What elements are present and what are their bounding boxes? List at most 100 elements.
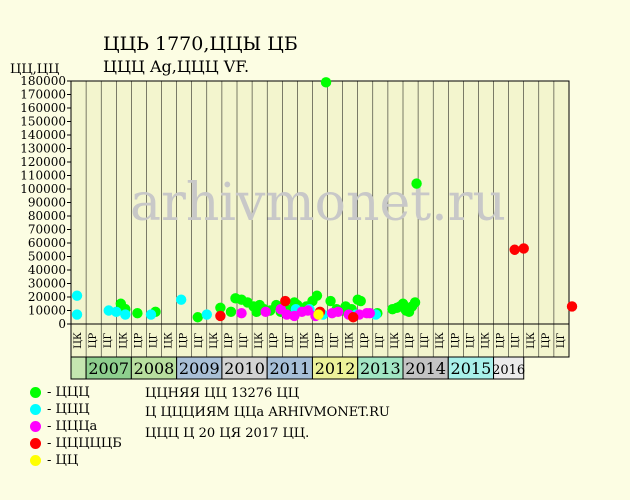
legend-item: - ЦЦЦ xyxy=(30,384,122,401)
year-label: 2016 xyxy=(492,363,525,378)
data-point xyxy=(71,309,83,320)
quarter-label: ЦГ xyxy=(103,332,114,348)
y-tick-label: 80000 xyxy=(28,209,66,223)
legend-item: - ЦЦЦ xyxy=(30,401,122,418)
y-tick-label: 120000 xyxy=(20,155,66,169)
chart-subtitle: ЦЦЦ Ag,ЦЦЦ VF. xyxy=(103,57,250,76)
data-point xyxy=(175,294,187,305)
note-total: ЦЦНЯЯ ЦЦ 13276 ЦЦ xyxy=(145,386,300,401)
data-point xyxy=(313,309,324,320)
y-axis-label: ЦЦ,ЦЦ xyxy=(10,62,60,77)
data-point xyxy=(325,295,336,307)
quarter-label: ЦГ xyxy=(420,332,431,348)
quarter-label: ЦК xyxy=(345,332,356,349)
y-tick-label: 180000 xyxy=(20,74,66,88)
y-tick-label: 160000 xyxy=(20,101,66,115)
year-label: 2015 xyxy=(451,359,492,378)
legend-dot-icon xyxy=(30,421,41,432)
data-point xyxy=(364,308,375,319)
data-point xyxy=(225,306,237,318)
watermark: arhivmonet.ru xyxy=(130,173,506,233)
year-label: 2014 xyxy=(405,359,446,378)
note-source: Ц ЦЦЦИЯМ ЦЦа ARHIVMONET.RU xyxy=(145,405,390,420)
quarter-label: ЦГ xyxy=(149,332,160,348)
legend-item: - ЦЦЦа xyxy=(30,418,122,435)
quarter-label: ЦР xyxy=(405,333,416,349)
year-cell-blank xyxy=(70,356,87,380)
legend-item: - ЦЦ xyxy=(30,452,122,469)
y-tick-label: 40000 xyxy=(28,263,66,277)
data-point xyxy=(236,308,247,319)
chart-title: ЦЦЬ 1770,ЦЦЫ ЦБ xyxy=(103,33,298,55)
y-tick-label: 170000 xyxy=(20,88,66,102)
quarter-label: ЦГ xyxy=(330,332,341,348)
data-point xyxy=(280,295,291,307)
year-label: 2012 xyxy=(315,359,356,378)
quarter-label: ЦГ xyxy=(465,332,476,348)
legend-dot-icon xyxy=(30,438,41,449)
data-point xyxy=(132,308,143,319)
quarter-label: ЦК xyxy=(435,332,446,349)
data-point xyxy=(215,310,226,322)
data-point xyxy=(566,301,578,312)
year-label: 2013 xyxy=(360,359,401,378)
legend-dot-icon xyxy=(30,455,41,466)
quarter-label: ЦК xyxy=(118,332,129,349)
y-tick-label: 70000 xyxy=(28,223,66,237)
quarter-label: ЦГ xyxy=(556,332,567,348)
y-tick-label: 20000 xyxy=(28,290,66,304)
y-tick-label: 10000 xyxy=(28,304,66,318)
data-point xyxy=(348,312,359,323)
quarter-label: ЦР xyxy=(88,333,99,349)
y-tick-label: 60000 xyxy=(28,236,66,250)
legend-label: - ЦЦЦ xyxy=(47,385,90,400)
data-point xyxy=(201,309,213,320)
year-label: 2011 xyxy=(269,359,310,378)
quarter-label: ЦГ xyxy=(194,332,205,348)
quarter-label: ЦК xyxy=(481,332,492,349)
plot-area xyxy=(70,80,570,325)
y-tick-label: 140000 xyxy=(20,128,66,142)
quarter-label: ЦК xyxy=(299,332,310,349)
quarter-label: ЦК xyxy=(164,332,175,349)
year-label: 2007 xyxy=(88,359,129,378)
quarter-label: ЦР xyxy=(179,333,190,349)
quarter-label: ЦГ xyxy=(511,332,522,348)
y-tick-label: 90000 xyxy=(28,196,66,210)
quarter-label: ЦК xyxy=(390,332,401,349)
legend-item: - ЦЦЦЦЦБ xyxy=(30,435,122,452)
quarter-label: ЦК xyxy=(73,332,84,349)
data-point xyxy=(71,290,83,301)
y-tick-label: 150000 xyxy=(20,115,66,129)
year-label: 2010 xyxy=(224,359,265,378)
note-date: ЦЦЦ Ц 20 ЦЯ 2017 ЦЦ. xyxy=(145,426,310,441)
quarter-label: ЦК xyxy=(254,332,265,349)
y-tick-label: 100000 xyxy=(20,182,66,196)
data-point xyxy=(260,306,271,318)
quarter-label: ЦР xyxy=(315,333,326,349)
y-tick-label: 130000 xyxy=(20,142,66,156)
quarter-label: ЦК xyxy=(209,332,220,349)
year-cell xyxy=(493,356,525,380)
data-point xyxy=(111,306,122,318)
data-point xyxy=(215,302,226,313)
y-tick-label: 30000 xyxy=(28,277,66,291)
data-point xyxy=(145,309,157,320)
quarter-label: ЦР xyxy=(224,333,235,349)
quarter-label: ЦГ xyxy=(375,332,386,348)
y-tick-label: 0 xyxy=(58,317,66,331)
quarter-label: ЦР xyxy=(541,333,552,349)
legend: - ЦЦЦ - ЦЦЦ - ЦЦЦа - ЦЦЦЦЦБ - ЦЦ xyxy=(30,384,122,469)
year-label: 2009 xyxy=(179,359,220,378)
data-point xyxy=(320,77,332,88)
data-point xyxy=(518,243,529,254)
legend-label: - ЦЦЦа xyxy=(47,419,98,434)
year-label: 2008 xyxy=(134,359,175,378)
legend-dot-icon xyxy=(30,404,41,415)
data-point xyxy=(192,312,203,323)
legend-label: - ЦЦЦЦЦБ xyxy=(47,436,122,451)
quarter-row xyxy=(70,323,570,358)
quarter-label: ЦР xyxy=(450,333,461,349)
legend-label: - ЦЦЦ xyxy=(47,402,90,417)
